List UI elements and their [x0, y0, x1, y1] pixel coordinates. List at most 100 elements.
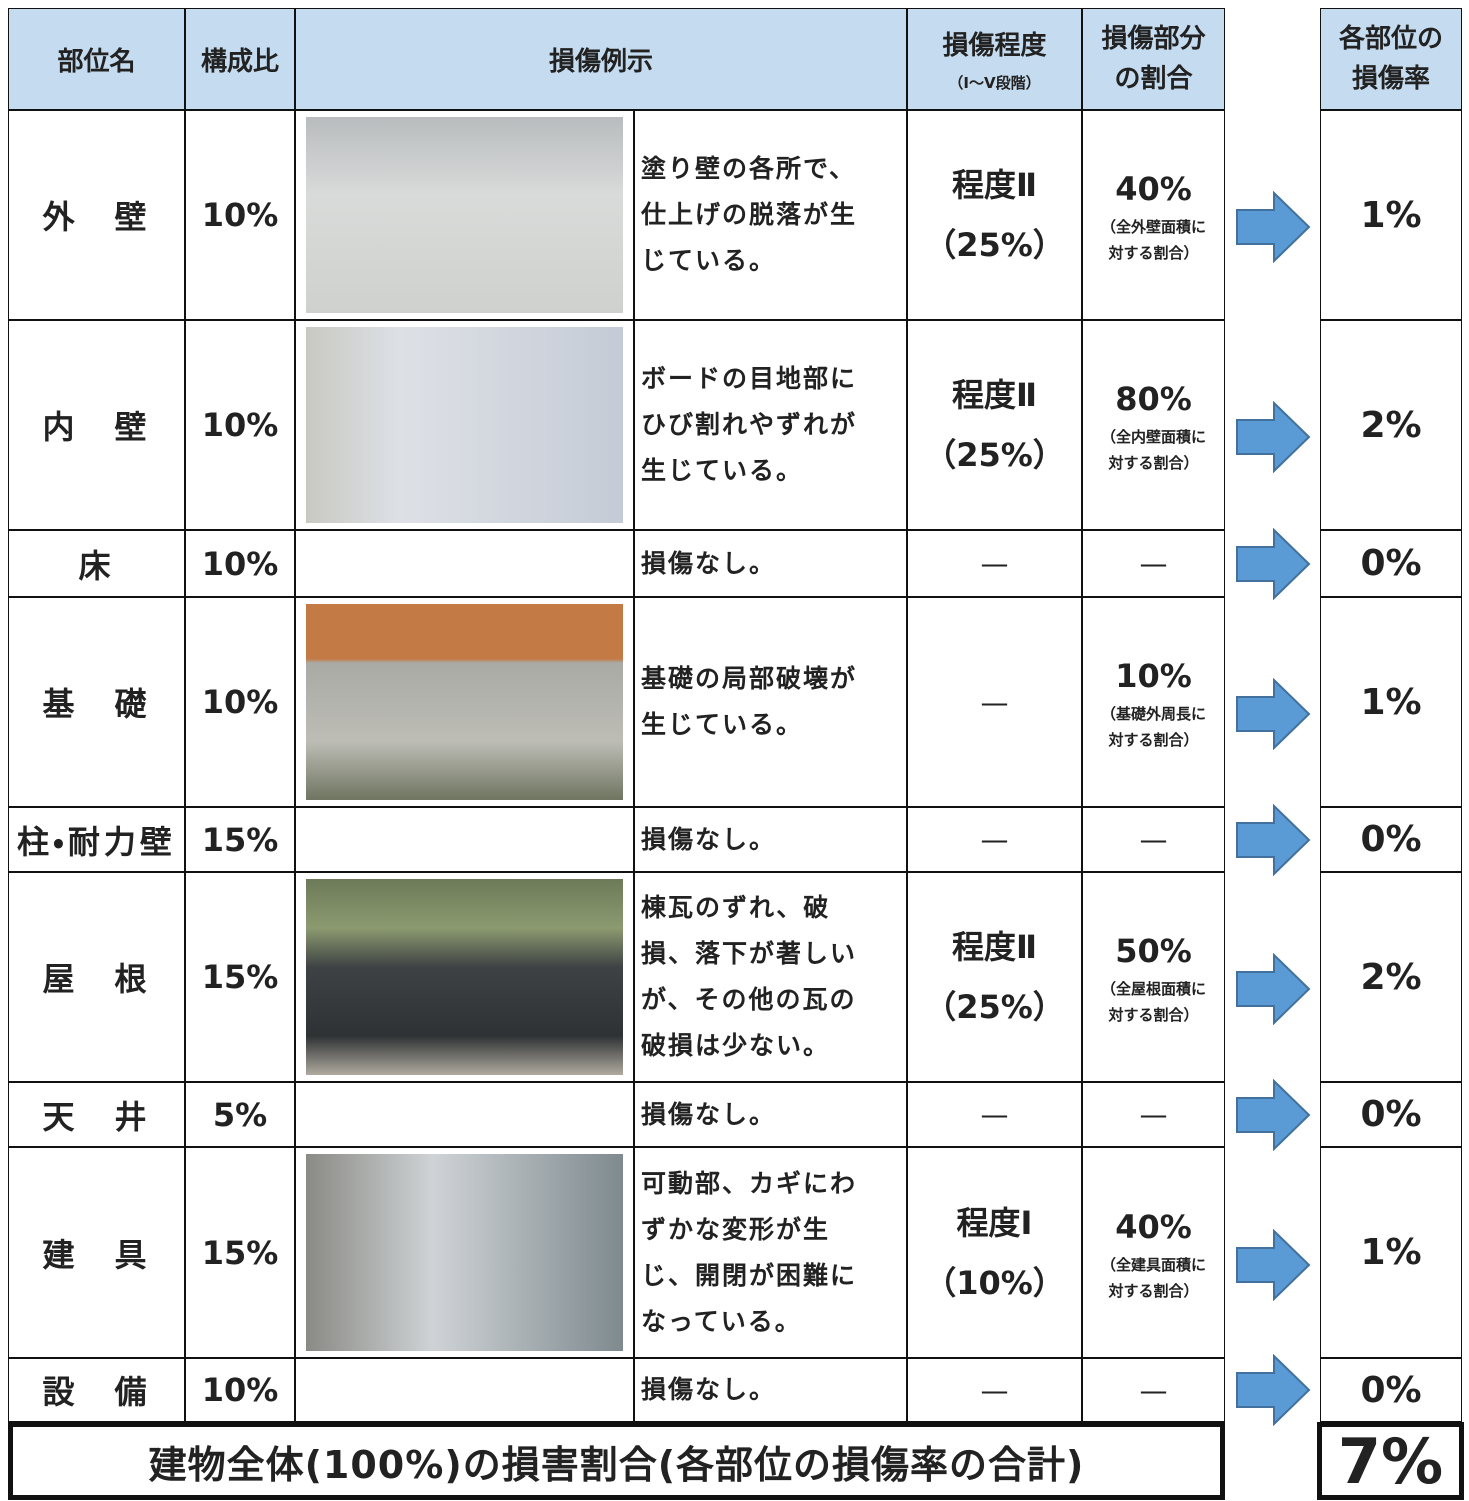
photo	[306, 604, 623, 800]
degree-cell: —	[907, 807, 1082, 872]
portion-note: （全屋根面積に	[1101, 976, 1206, 1002]
portion-cell: —	[1082, 1082, 1225, 1147]
part-name: 柱・耐力壁	[17, 817, 176, 863]
header-text: 損傷部分	[1101, 19, 1205, 59]
portion-cell: 40%（全外壁面積に対する割合）	[1082, 110, 1225, 320]
ratio-cell: 10%	[185, 110, 295, 320]
header-text: 損傷程度	[942, 25, 1046, 62]
rate: 1%	[1360, 195, 1421, 236]
photo	[306, 879, 623, 1075]
arrow-shape	[1237, 530, 1309, 598]
arrow	[1234, 678, 1314, 750]
part-name: 天 井	[42, 1092, 150, 1138]
description-cell: ボードの目地部にひび割れやずれが生じている。	[634, 320, 907, 530]
part-cell: 外 壁	[8, 110, 185, 320]
portion: 40%	[1115, 1202, 1192, 1252]
ratio-cell: 10%	[185, 320, 295, 530]
degree: —	[981, 823, 1009, 856]
portion: —	[1140, 1374, 1168, 1407]
arrow-shape	[1237, 1081, 1309, 1149]
ratio-cell: 15%	[185, 807, 295, 872]
degree: —	[981, 547, 1009, 580]
photo-cell	[295, 1082, 634, 1147]
description-cell: 基礎の局部破壊が生じている。	[634, 597, 907, 807]
portion-note: 対する割合）	[1108, 1278, 1198, 1304]
degree-cell: —	[907, 1082, 1082, 1147]
description: 損傷なし。	[641, 817, 776, 863]
header-text: 損傷例示	[549, 41, 653, 78]
portion-note: 対する割合）	[1108, 450, 1198, 476]
rate-cell: 0%	[1320, 530, 1462, 597]
description: が、その他の瓦の	[641, 977, 857, 1023]
degree: 程度Ⅱ	[952, 365, 1037, 425]
arrow-shape	[1237, 955, 1309, 1023]
rate-cell: 1%	[1320, 1147, 1462, 1358]
degree-cell: —	[907, 1358, 1082, 1422]
rate-cell: 0%	[1320, 1082, 1462, 1147]
description: ひび割れやずれが	[641, 402, 857, 448]
header-text: 損傷率	[1352, 59, 1430, 99]
header-text: 部位名	[57, 41, 135, 78]
description: 基礎の局部破壊が	[641, 656, 857, 702]
photo-cell	[295, 597, 634, 807]
photo-cell	[295, 1147, 634, 1358]
rate-cell: 0%	[1320, 807, 1462, 872]
description-cell: 可動部、カギにわずかな変形が生じ、開閉が困難になっている。	[634, 1147, 907, 1358]
rate: 2%	[1360, 405, 1421, 446]
header-cell: 損傷程度 （Ⅰ～Ⅴ段階）	[907, 8, 1082, 110]
degree-cell: 程度Ⅰ（10%）	[907, 1147, 1082, 1358]
part-cell: 基 礎	[8, 597, 185, 807]
arrow-shape	[1237, 403, 1309, 471]
photo-cell	[295, 1358, 634, 1422]
rate-cell: 2%	[1320, 872, 1462, 1082]
total-label: 建物全体(100%)の損害割合(各部位の損傷率の合計)	[149, 1434, 1085, 1489]
part-cell: 柱・耐力壁	[8, 807, 185, 872]
ratio-cell: 10%	[185, 530, 295, 597]
portion-cell: —	[1082, 807, 1225, 872]
description: じ、開閉が困難に	[641, 1253, 857, 1299]
arrow-shape	[1237, 680, 1309, 748]
arrow	[1234, 953, 1314, 1025]
header-cell: 損傷例示	[295, 8, 907, 110]
degree: 程度Ⅱ	[952, 155, 1037, 215]
photo	[306, 1154, 623, 1351]
description: 損傷なし。	[641, 541, 776, 587]
description: 仕上げの脱落が生	[641, 192, 857, 238]
portion: 80%	[1115, 374, 1192, 424]
portion-note: 対する割合）	[1108, 240, 1198, 266]
description: ずかな変形が生	[641, 1207, 830, 1253]
degree: —	[981, 1098, 1009, 1131]
rate: 2%	[1360, 957, 1421, 998]
photo	[306, 117, 623, 313]
photo-cell	[295, 807, 634, 872]
ratio-cell: 10%	[185, 1358, 295, 1422]
degree: （25%）	[924, 215, 1065, 275]
description-cell: 損傷なし。	[634, 530, 907, 597]
portion-cell: 50%（全屋根面積に対する割合）	[1082, 872, 1225, 1082]
degree: （10%）	[924, 1253, 1065, 1313]
ratio-cell: 15%	[185, 872, 295, 1082]
ratio-cell: 5%	[185, 1082, 295, 1147]
arrow	[1234, 804, 1314, 876]
degree: （25%）	[924, 425, 1065, 485]
rate-cell: 0%	[1320, 1358, 1462, 1422]
ratio: 15%	[202, 821, 279, 859]
header-note: （Ⅰ～Ⅴ段階）	[948, 72, 1040, 93]
rate: 0%	[1360, 1370, 1421, 1411]
rate-cell: 2%	[1320, 320, 1462, 530]
part-name: 内 壁	[42, 402, 150, 448]
degree-cell: 程度Ⅱ（25%）	[907, 320, 1082, 530]
rate: 0%	[1360, 1094, 1421, 1135]
description: 棟瓦のずれ、破	[641, 885, 830, 931]
part-cell: 天 井	[8, 1082, 185, 1147]
portion-cell: 80%（全内壁面積に対する割合）	[1082, 320, 1225, 530]
portion-cell: 10%（基礎外周長に対する割合）	[1082, 597, 1225, 807]
header-cell: 各部位の損傷率	[1320, 8, 1462, 110]
arrow-shape	[1237, 806, 1309, 874]
portion-note: （全外壁面積に	[1101, 214, 1206, 240]
part-name: 基 礎	[42, 679, 150, 725]
ratio: 15%	[202, 958, 279, 996]
rate: 0%	[1360, 543, 1421, 584]
degree-cell: 程度Ⅱ（25%）	[907, 110, 1082, 320]
header-cell: 構成比	[185, 8, 295, 110]
